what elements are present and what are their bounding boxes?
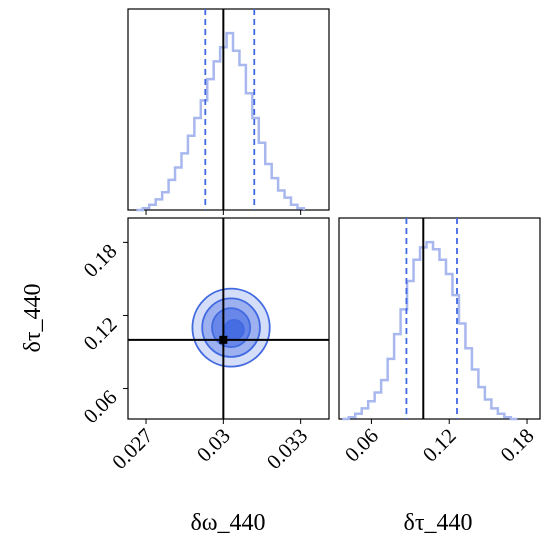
joint-x-tick-label-2: 0.033 [262,424,312,474]
hist-omega-histogram-step [136,31,306,212]
hist-tau-frame [338,217,541,420]
hist-tau-x-tick-label-1: 0.12 [418,424,461,467]
joint-frame [127,217,330,420]
joint-x-tick-label-1: 0.03 [192,424,235,467]
x-axis-title-tau: δτ_440 [404,510,473,536]
hist-tau-x-tick-label-2: 0.18 [496,424,539,467]
hist-tau-histogram-step [342,240,518,421]
y-axis-title-tau: δτ_440 [20,284,46,353]
x-axis-title-omega: δω_440 [190,510,265,536]
joint-panel: 0.027 0.03 0.033 0.06 0.12 0.18 [79,218,329,474]
joint-truth-marker [219,335,228,344]
joint-x-tick-label-0: 0.027 [107,424,157,474]
joint-y-tick-label-1: 0.12 [79,312,122,355]
hist-omega-panel [136,9,306,215]
joint-y-tick-label-2: 0.18 [79,239,122,282]
hist-tau-x-tick-label-0: 0.06 [340,424,383,467]
hist-tau-panel: 0.06 0.12 0.18 [340,218,539,467]
joint-y-tick-label-0: 0.06 [79,385,122,428]
hist-omega-frame [127,8,330,211]
